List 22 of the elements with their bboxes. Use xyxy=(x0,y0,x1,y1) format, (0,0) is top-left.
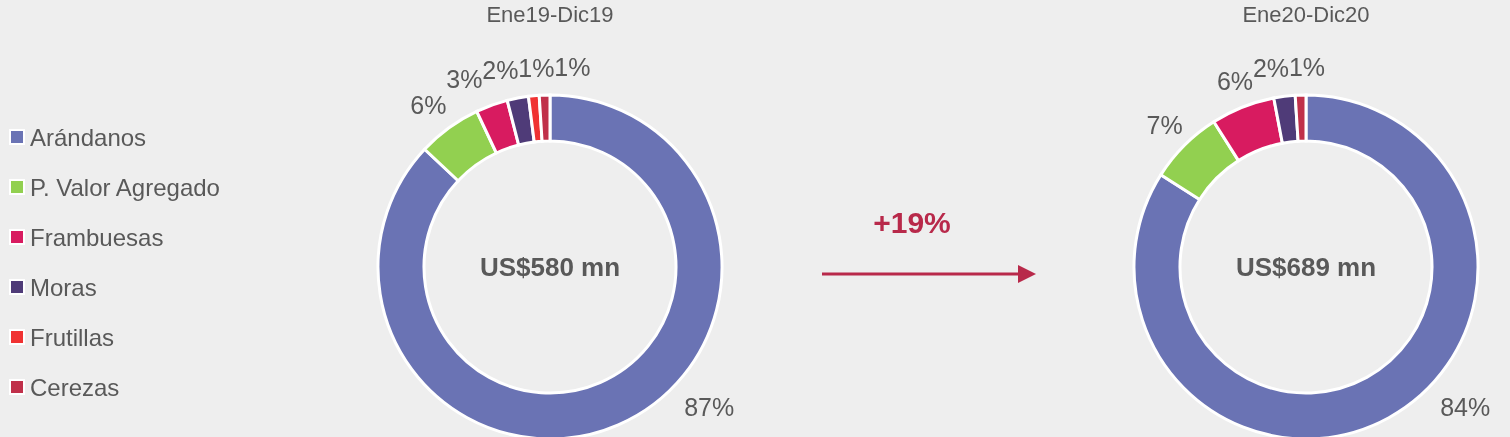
legend-label: Frambuesas xyxy=(30,224,164,252)
chart-title: Ene19-Dic19 xyxy=(486,2,614,27)
data-label: 2% xyxy=(482,56,519,85)
data-label: 84% xyxy=(1440,392,1491,421)
data-label: 3% xyxy=(446,64,483,93)
text: +19% xyxy=(873,205,951,239)
data-label: 1% xyxy=(554,52,591,81)
data-label: 2% xyxy=(1252,54,1290,83)
data-label: 6% xyxy=(410,90,447,119)
text: US$580 mn xyxy=(479,252,621,283)
data-label: 1% xyxy=(1288,52,1326,81)
data-label: 87% xyxy=(684,392,735,421)
legend-label: Arándanos xyxy=(30,124,147,152)
legend-label: Cerezas xyxy=(30,374,120,402)
data-label: 6% xyxy=(1216,66,1254,95)
legend-label: Moras xyxy=(30,274,97,302)
legend-label: Frutillas xyxy=(30,324,115,352)
text: US$689 mn xyxy=(1235,252,1377,283)
data-label: 7% xyxy=(1146,111,1183,140)
chart-title: Ene20-Dic20 xyxy=(1242,2,1370,27)
legend-label: P. Valor Agregado xyxy=(30,174,220,202)
data-label: 1% xyxy=(518,53,555,82)
